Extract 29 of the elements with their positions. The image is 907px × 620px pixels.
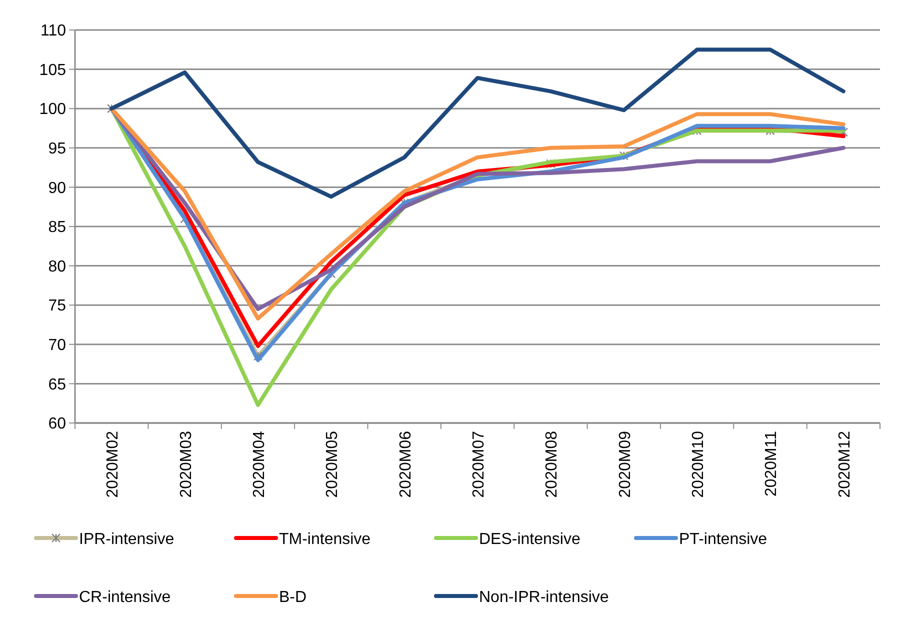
y-tick-label: 105: [39, 62, 66, 79]
x-tick-label: 2020M10: [690, 430, 708, 498]
legend-label: IPR-intensive: [79, 531, 174, 548]
x-tick-label: 2020M03: [178, 430, 195, 498]
legend-label: B-D: [279, 589, 307, 606]
legend-label: TM-intensive: [279, 531, 371, 548]
y-tick-label: 95: [48, 140, 66, 158]
y-tick-label: 80: [48, 258, 66, 276]
y-tick-label: 65: [48, 376, 66, 394]
y-tick-label: 90: [48, 180, 66, 197]
x-tick-label: 2020M08: [544, 430, 561, 498]
y-tick-label: 60: [48, 416, 66, 433]
y-tick-label: 100: [39, 101, 66, 118]
x-tick-label: 2020M07: [470, 430, 488, 498]
y-tick-label: 70: [48, 337, 66, 354]
legend-label: DES-intensive: [479, 531, 580, 548]
legend-label: Non-IPR-intensive: [479, 589, 609, 606]
x-tick-label: 2020M04: [250, 430, 268, 498]
y-tick-label: 85: [48, 219, 66, 236]
x-tick-label: 2020M05: [324, 430, 342, 498]
x-tick-label: 2020M11: [763, 430, 780, 497]
y-tick-label: 75: [48, 298, 66, 315]
x-tick-label: 2020M06: [397, 430, 414, 498]
x-tick-label: 2020M09: [616, 430, 634, 498]
x-tick-label: 2020M12: [836, 430, 854, 498]
legend-label: PT-intensive: [679, 531, 768, 548]
x-tick-label: 2020M02: [104, 430, 122, 498]
y-tick-label: 110: [40, 22, 66, 40]
legend-label: CR-intensive: [79, 589, 171, 606]
